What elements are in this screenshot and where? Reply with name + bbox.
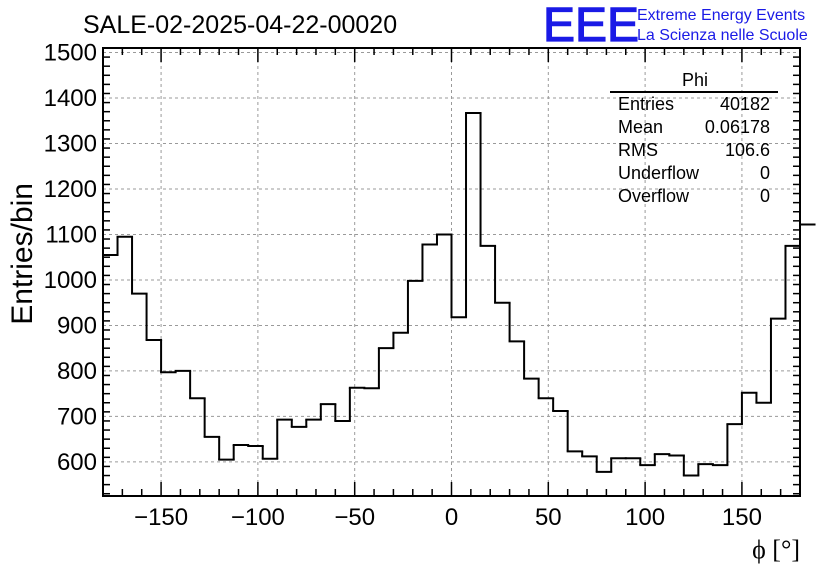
y-tick-labels: 600 700 800 900 1000 1100 1200 1300 1400 1500 [44,40,97,476]
x-tick-labels: −150 −100 −50 0 50 100 150 [134,504,762,531]
x-tick-label: −150 [134,504,188,531]
x-tick-label: 0 [445,504,458,531]
eee-logo: EEE Extreme Energy Events La Scienza nel… [542,0,808,53]
stats-row-label: RMS [618,140,658,160]
y-tick-label: 1000 [44,267,97,294]
y-tick-label: 1200 [44,176,97,203]
x-tick-label: −50 [334,504,375,531]
stats-row-value: 0 [760,186,770,206]
y-tick-label: 1500 [44,40,97,67]
stats-row-label: Mean [618,117,663,137]
y-tick-label: 600 [57,449,97,476]
axis-ticks [102,47,801,496]
stats-row-label: Overflow [618,186,690,206]
y-tick-label: 1300 [44,131,97,158]
y-tick-label: 1400 [44,85,97,112]
stats-row-value: 0.06178 [705,117,770,137]
stats-row-label: Entries [618,94,674,114]
y-axis-label: Entries/bin [6,183,39,325]
x-tick-label: −100 [231,504,285,531]
stats-row-value: 106.6 [725,140,770,160]
y-tick-label: 700 [57,403,97,430]
stats-row-label: Underflow [618,163,700,183]
stats-row-value: 40182 [720,94,770,114]
x-tick-label: 50 [535,504,562,531]
x-tick-label: 150 [722,504,762,531]
stats-row-value: 0 [760,163,770,183]
x-tick-label: 100 [625,504,665,531]
stats-box-title: Phi [682,70,708,90]
y-tick-label: 800 [57,358,97,385]
histogram-series [102,112,816,477]
logo-line-2: La Scienza nelle Scuole [637,27,808,44]
y-tick-label: 1100 [45,221,97,248]
x-axis-label: ϕ [°] [752,535,800,564]
y-tick-label: 900 [57,312,97,339]
stats-box: Phi Entries 40182 Mean 0.06178 RMS 106.6 Under… [610,70,778,206]
logo-line-1: Extreme Energy Events [637,7,805,24]
eee-logo-mark: EEE [543,0,639,52]
chart-title: SALE-02-2025-04-22-00020 [83,11,397,39]
